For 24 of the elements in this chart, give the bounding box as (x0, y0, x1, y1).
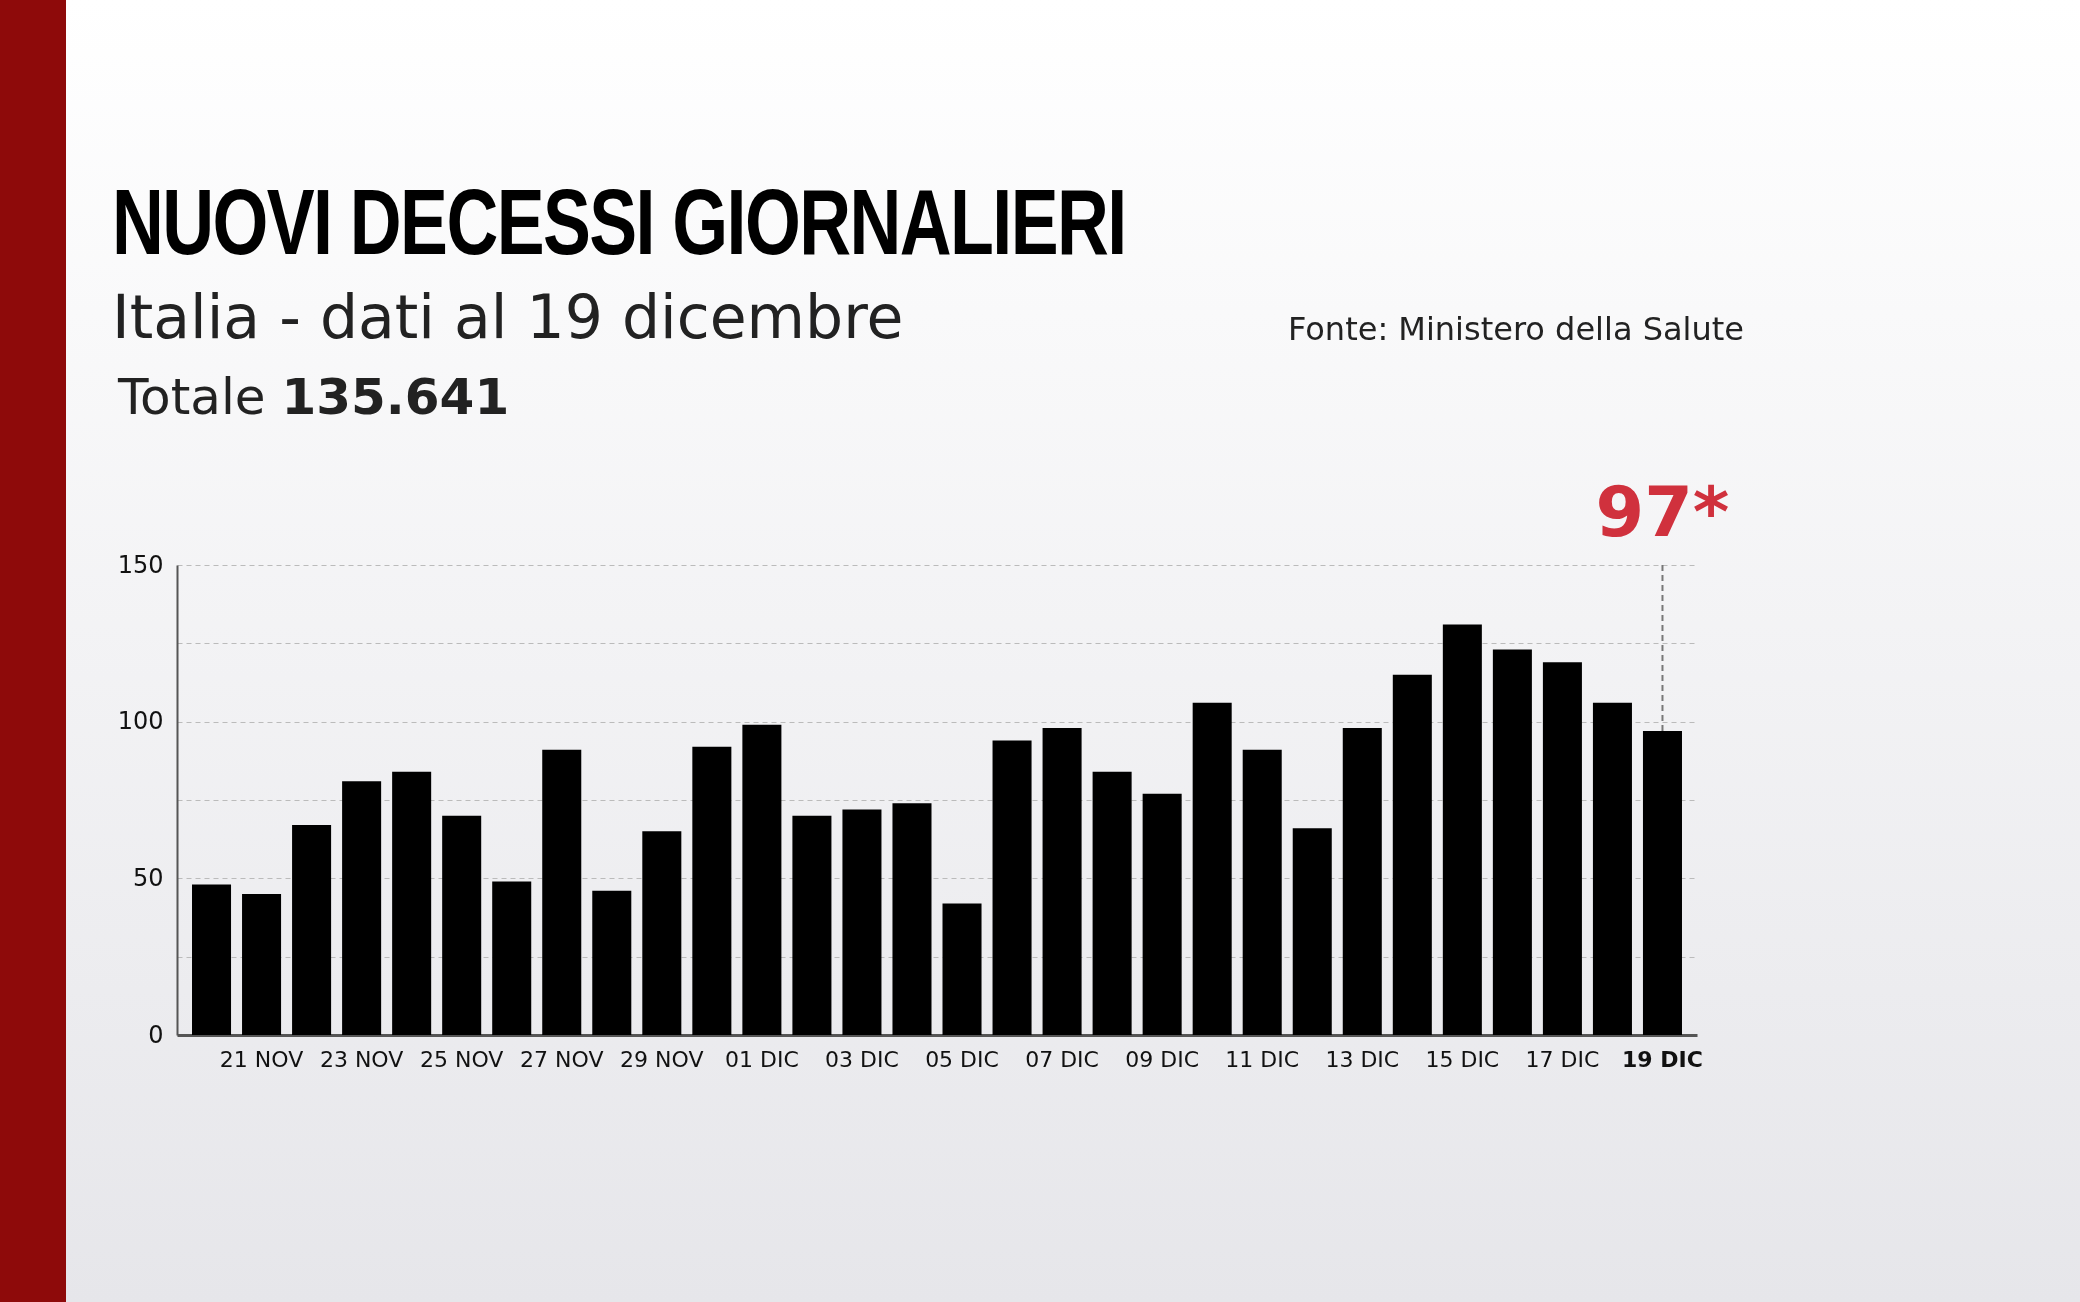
x-tick-label: 29 NOV (620, 1046, 704, 1072)
y-tick-label: 150 (117, 550, 164, 579)
y-tick-label: 100 (117, 707, 164, 736)
text: Totale 135.641 (118, 368, 510, 426)
x-tick-label: 27 NOV (520, 1046, 604, 1072)
y-tick-label: 50 (132, 863, 164, 892)
x-tick-label: 09 DIC (1125, 1046, 1200, 1072)
source-note: Fonte: Ministero della Salute (1288, 310, 1744, 348)
x-tick-label: 07 DIC (1025, 1046, 1099, 1072)
x-tick-label: 19 DIC (1622, 1046, 1703, 1072)
x-tick-label: 17 DIC (1525, 1046, 1600, 1072)
x-tick-label: 23 NOV (319, 1046, 404, 1072)
chart-subtitle: Italia - dati al 19 dicembre (112, 282, 904, 352)
y-tick-label: 0 (148, 1020, 164, 1049)
x-tick-label: 05 DIC (925, 1046, 999, 1072)
chart-title: NUOVI DECESSI GIORNALIERI (112, 170, 1126, 275)
x-tick-label: 25 NOV (419, 1046, 504, 1072)
x-tick-label: 11 DIC (1225, 1046, 1300, 1072)
x-tick-label: 21 NOV (219, 1046, 304, 1072)
data-label: 97* (1595, 471, 1730, 553)
x-tick-label: 01 DIC (724, 1046, 799, 1072)
x-tick-label: 15 DIC (1425, 1046, 1500, 1072)
x-tick-label: 03 DIC (825, 1046, 899, 1072)
x-tick-label: 13 DIC (1325, 1046, 1400, 1072)
